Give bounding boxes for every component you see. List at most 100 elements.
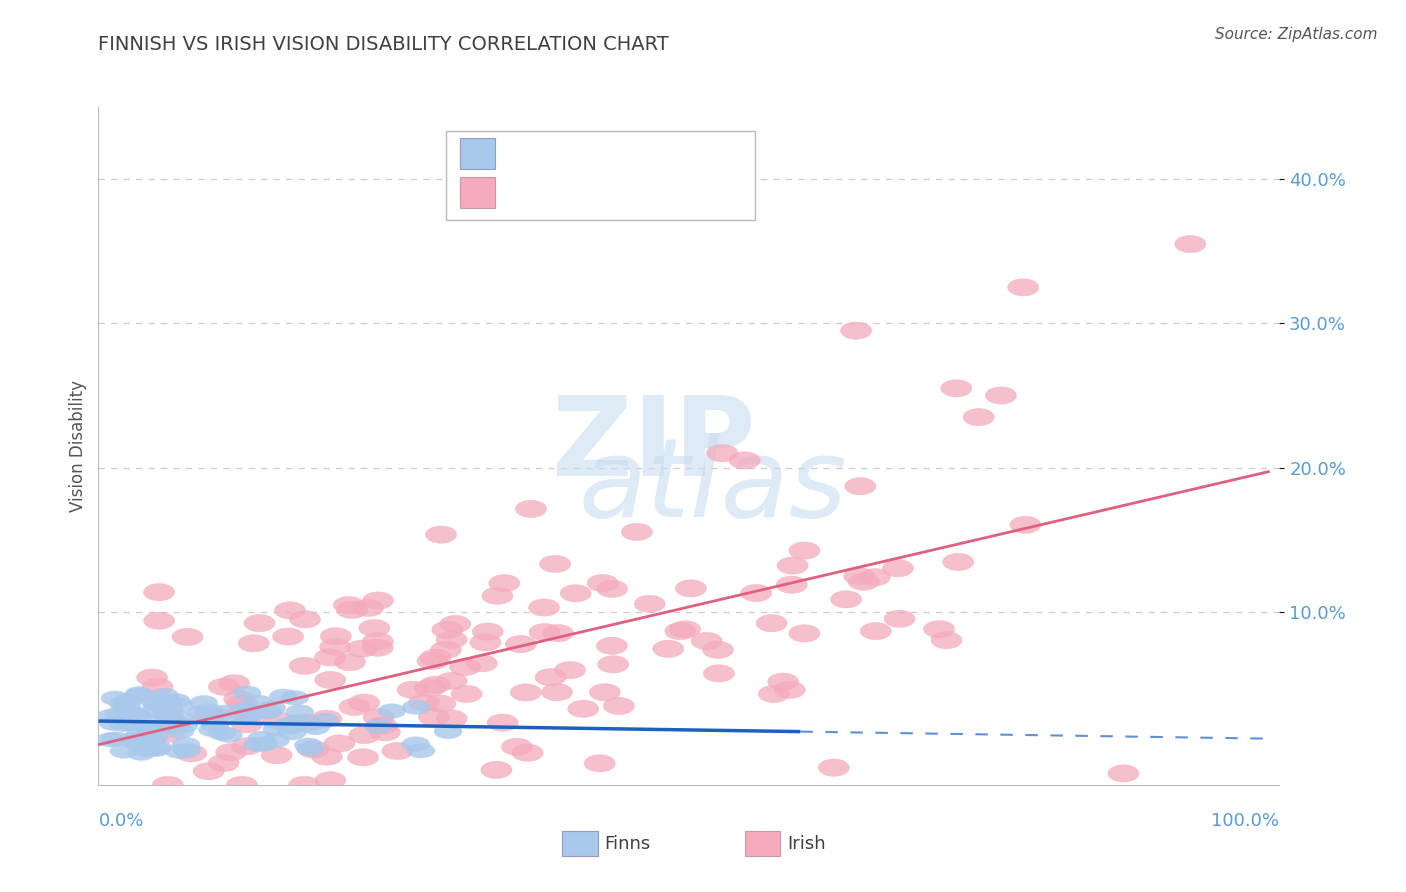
Ellipse shape [560,584,592,602]
Ellipse shape [378,704,406,718]
Ellipse shape [363,708,394,726]
Text: R = 0.597: R = 0.597 [512,183,617,202]
Ellipse shape [818,759,849,776]
Ellipse shape [831,591,862,608]
Ellipse shape [165,744,193,758]
Ellipse shape [311,714,339,728]
Ellipse shape [142,678,173,696]
Ellipse shape [238,635,270,652]
Text: Finns: Finns [605,835,651,853]
Ellipse shape [986,387,1017,404]
Ellipse shape [138,724,165,739]
Ellipse shape [232,738,263,755]
Ellipse shape [585,755,616,772]
Ellipse shape [224,690,254,707]
Ellipse shape [114,700,141,714]
Ellipse shape [419,708,450,726]
Ellipse shape [339,698,370,715]
Ellipse shape [467,655,498,672]
Ellipse shape [132,714,160,728]
Ellipse shape [128,746,155,760]
Ellipse shape [273,628,304,645]
Ellipse shape [370,723,401,741]
Ellipse shape [136,669,167,686]
Ellipse shape [425,695,456,713]
Ellipse shape [540,556,571,573]
Ellipse shape [1010,516,1040,533]
Ellipse shape [232,703,260,717]
Ellipse shape [172,628,202,646]
Ellipse shape [195,704,222,718]
Ellipse shape [707,444,738,462]
Ellipse shape [218,674,250,692]
Ellipse shape [589,683,620,701]
Ellipse shape [247,731,276,746]
Ellipse shape [603,698,634,714]
Ellipse shape [291,714,322,731]
Ellipse shape [703,641,734,658]
Ellipse shape [502,739,533,756]
Ellipse shape [141,695,169,709]
Ellipse shape [156,719,184,733]
Text: N = 143: N = 143 [617,183,699,202]
Ellipse shape [138,732,166,747]
Ellipse shape [534,668,567,686]
Ellipse shape [290,657,321,674]
Ellipse shape [321,628,352,645]
Ellipse shape [198,723,226,737]
Ellipse shape [319,638,350,656]
Ellipse shape [143,697,172,712]
Ellipse shape [150,688,179,703]
Ellipse shape [841,322,872,339]
Ellipse shape [201,718,229,732]
Ellipse shape [541,683,572,701]
Ellipse shape [125,689,152,703]
Ellipse shape [481,761,512,779]
Ellipse shape [166,712,194,726]
Ellipse shape [768,673,799,690]
Ellipse shape [100,716,128,731]
Ellipse shape [963,409,994,425]
Ellipse shape [596,580,628,598]
Ellipse shape [270,689,297,704]
Ellipse shape [436,673,467,690]
Ellipse shape [208,678,239,696]
Text: N =  85: N = 85 [617,144,699,163]
Ellipse shape [311,710,342,727]
Ellipse shape [285,714,314,729]
Ellipse shape [115,693,143,707]
Ellipse shape [844,567,875,585]
Ellipse shape [859,568,890,586]
Text: 100.0%: 100.0% [1212,812,1279,830]
Ellipse shape [568,700,599,717]
Ellipse shape [254,705,283,719]
Ellipse shape [245,695,273,709]
Ellipse shape [730,451,761,469]
Ellipse shape [101,731,129,747]
Text: Irish: Irish [787,835,825,853]
Ellipse shape [143,612,174,630]
Ellipse shape [239,706,267,720]
Ellipse shape [152,776,184,794]
Ellipse shape [315,772,346,789]
Ellipse shape [226,695,257,713]
Ellipse shape [931,632,962,648]
Ellipse shape [554,661,586,679]
Ellipse shape [311,748,343,765]
Ellipse shape [1008,278,1039,296]
Ellipse shape [208,755,239,772]
Ellipse shape [588,574,619,591]
Ellipse shape [363,592,394,609]
Ellipse shape [482,587,513,605]
Ellipse shape [152,701,183,718]
Ellipse shape [118,706,146,721]
Ellipse shape [274,602,305,619]
Ellipse shape [212,705,239,719]
Ellipse shape [153,694,180,708]
Ellipse shape [135,720,162,734]
Ellipse shape [516,500,547,517]
Ellipse shape [280,715,308,731]
Ellipse shape [776,576,807,593]
Ellipse shape [172,738,200,752]
Ellipse shape [235,705,267,722]
